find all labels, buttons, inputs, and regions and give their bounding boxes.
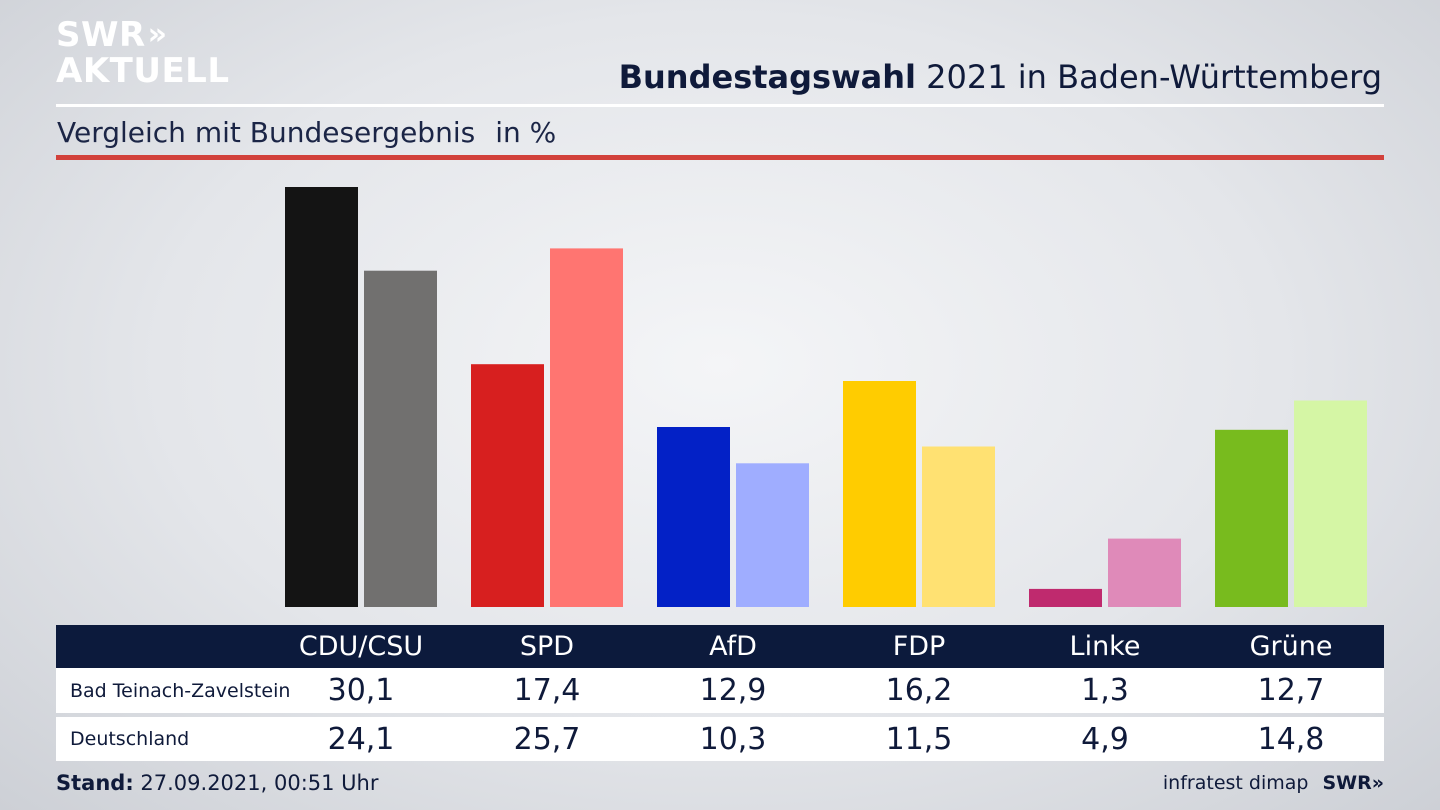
- category-label-4: Linke: [1069, 631, 1141, 662]
- logo-aktuell-text: AKTUELL: [56, 51, 230, 91]
- category-label-2: AfD: [709, 631, 757, 662]
- table-row-national: Deutschland 24,1 25,7 10,3 11,5 4,9 14,8: [56, 717, 1384, 761]
- value-cell-local-0: 30,1: [327, 673, 395, 708]
- value-cell-national-5: 14,8: [1257, 721, 1325, 757]
- swr-aktuell-logo: SWR» AKTUELL: [56, 18, 230, 88]
- value-cell-local-1: 17,4: [513, 673, 581, 708]
- source-text: infratest dimap: [1162, 772, 1309, 794]
- bar-local-4: [1029, 588, 1102, 607]
- source-credit: infratest dimap SWR»: [1163, 772, 1384, 794]
- value-cell-local-3: 16,2: [885, 673, 953, 708]
- category-label-5: Grüne: [1249, 631, 1333, 662]
- bar-local-2: [657, 427, 730, 607]
- value-cell-local-5: 12,7: [1257, 673, 1325, 708]
- bar-national-3: [922, 446, 995, 607]
- bar-national-5: [1294, 400, 1367, 607]
- row-label-local: Bad Teinach-Zavelstein: [70, 679, 291, 702]
- category-label-1: SPD: [519, 631, 575, 662]
- bar-local-5: [1215, 429, 1288, 607]
- value-cell-national-0: 24,1: [327, 721, 395, 757]
- bar-national-4: [1108, 538, 1181, 607]
- bar-local-1: [471, 364, 544, 607]
- results-table: CDU/CSU SPD AfD FDP Linke Grüne Bad Teinach-Z…: [56, 625, 1384, 761]
- unit-label: in %: [495, 116, 557, 149]
- category-label-3: FDP: [892, 631, 946, 662]
- page-title: Bundestagswahl 2021 in Baden-Württemberg: [619, 58, 1382, 96]
- value-cell-national-1: 25,7: [513, 721, 581, 757]
- title-rest: 2021 in Baden-Württemberg: [915, 58, 1382, 96]
- timestamp: Stand: 27.09.2021, 00:51 Uhr: [56, 771, 379, 795]
- stand-value: 27.09.2021, 00:51 Uhr: [133, 771, 379, 795]
- top-divider: [56, 104, 1384, 107]
- accent-divider: [56, 155, 1384, 160]
- bar-national-0: [364, 270, 437, 607]
- subtitle-text: Vergleich mit Bundesergebnis: [57, 116, 476, 149]
- value-cell-local-4: 1,3: [1081, 673, 1129, 708]
- row-label-national: Deutschland: [70, 728, 190, 750]
- table-row-local: Bad Teinach-Zavelstein 30,1 17,4 12,9 16,2 1…: [56, 668, 1384, 713]
- bar-national-1: [550, 248, 623, 607]
- swr-logo-small: SWR»: [1322, 772, 1384, 794]
- value-cell-local-2: 12,9: [699, 673, 767, 708]
- value-cell-national-2: 10,3: [699, 721, 767, 757]
- bar-local-3: [843, 381, 916, 607]
- value-cell-national-4: 4,9: [1081, 721, 1129, 757]
- value-cell-national-3: 11,5: [885, 721, 953, 757]
- bar-local-0: [285, 187, 358, 607]
- stand-label: Stand:: [56, 771, 134, 795]
- category-label-0: CDU/CSU: [298, 631, 424, 662]
- title-bold: Bundestagswahl: [618, 58, 916, 96]
- logo-swr-text: SWR: [56, 15, 146, 55]
- chart-subtitle: Vergleich mit Bundesergebnis in %: [57, 116, 556, 149]
- table-header: CDU/CSU SPD AfD FDP Linke Grüne: [56, 625, 1384, 668]
- bar-national-2: [736, 463, 809, 607]
